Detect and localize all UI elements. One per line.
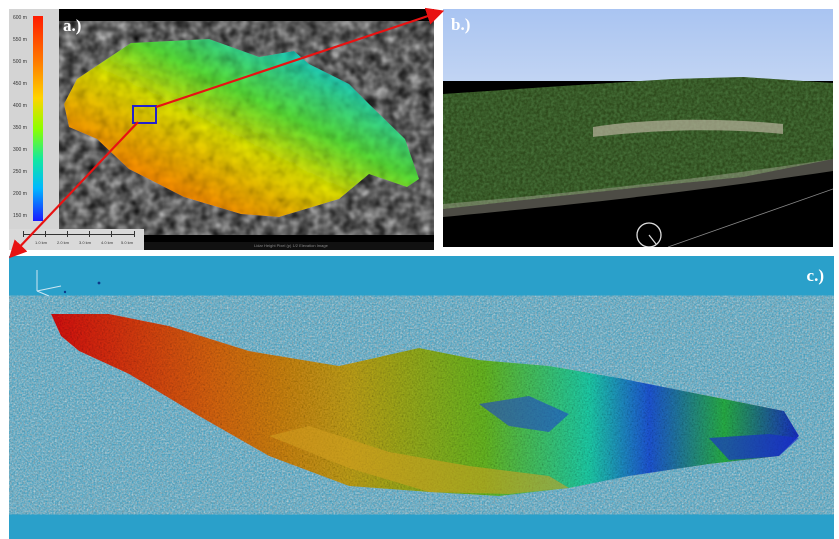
- point-cloud-view: [36, 270, 799, 496]
- legend-tick: 200 m: [13, 191, 27, 197]
- legend-tick: 600 m: [13, 15, 27, 21]
- scale-label: 4.0 km: [101, 240, 114, 245]
- legend-tick: 550 m: [13, 37, 27, 43]
- compass-icon: [636, 222, 662, 247]
- scale-label: 5.0 km: [121, 240, 134, 245]
- elevation-map: [64, 39, 419, 217]
- legend-tick: 500 m: [13, 59, 27, 65]
- point-cloud-panel: c.): [9, 256, 834, 539]
- scale-label: 1.0 km: [35, 240, 48, 245]
- terrain-3d-view-panel: b.): [443, 9, 833, 247]
- selection-box: [132, 105, 157, 124]
- scale-bar: 1.0 km 2.0 km 3.0 km 4.0 km 5.0 km: [9, 229, 144, 250]
- panel-a-label: a.): [63, 16, 82, 35]
- legend-tick: 250 m: [13, 169, 27, 175]
- elevation-map-panel: 600 m 550 m 500 m 450 m 400 m 350 m 300 …: [9, 9, 434, 250]
- axes-icon: [36, 270, 101, 297]
- legend-tick: 450 m: [13, 81, 27, 87]
- panel-c-label: c.): [806, 266, 824, 285]
- scale-label: 2.0 km: [57, 240, 70, 245]
- legend-tick: 350 m: [13, 125, 27, 131]
- status-strip: Lidar Height Pixel (p) 1/2 Elevation Ima…: [144, 242, 434, 250]
- terrain-3d-view: [443, 9, 833, 247]
- panel-b-label: b.): [451, 15, 471, 34]
- legend-colorbar: [33, 16, 43, 221]
- elevation-legend: 600 m 550 m 500 m 450 m 400 m 350 m 300 …: [9, 9, 59, 235]
- legend-tick: 150 m: [13, 213, 27, 219]
- legend-tick: 300 m: [13, 147, 27, 153]
- legend-tick: 400 m: [13, 103, 27, 109]
- scale-label: 3.0 km: [79, 240, 92, 245]
